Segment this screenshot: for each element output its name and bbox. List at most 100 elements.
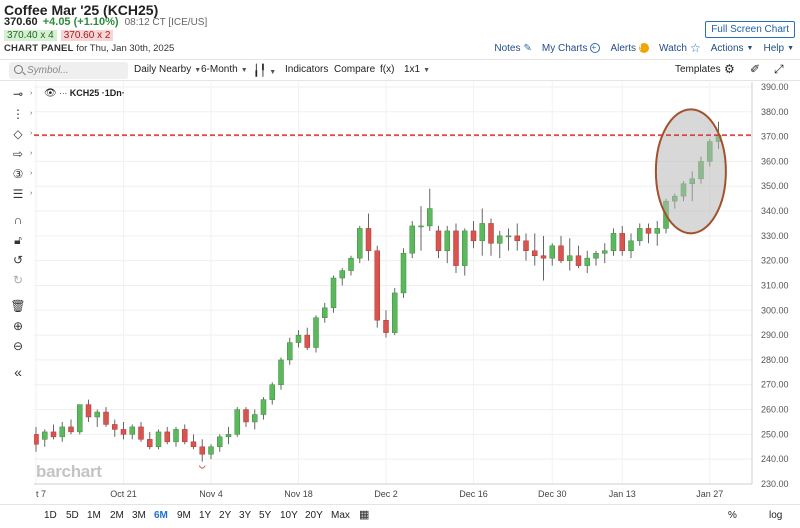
fib-icon[interactable]: ☰ › [12, 187, 33, 201]
range-1y[interactable]: 1Y [199, 510, 212, 521]
candle [357, 225, 363, 264]
chevron-down-icon: ▼ [194, 67, 202, 74]
fx-button[interactable]: f(x) [380, 64, 395, 75]
calendar-icon[interactable]: ▦ [359, 509, 370, 521]
low-marker [198, 465, 206, 469]
candle [488, 218, 494, 256]
undo-icon[interactable]: ↺ [12, 253, 24, 267]
candle-body [252, 414, 258, 423]
candle [575, 245, 582, 269]
actions-menu[interactable]: Actions ▼ [711, 43, 754, 54]
compare-button[interactable]: Compare [334, 64, 376, 75]
zoom-in-icon[interactable]: ⊕ [12, 319, 24, 333]
price-chart[interactable]: 370.60 230.00 240.00 250.00 260.00 270.00 280… [34, 82, 800, 502]
range-2y[interactable]: 2Y [219, 510, 232, 521]
my-charts-link[interactable]: My Charts + [542, 43, 601, 54]
candle [610, 228, 617, 256]
candle-body [234, 409, 240, 435]
trash-icon[interactable]: 🗑︎ [10, 299, 26, 313]
y-tick-label: 260.00 [761, 405, 789, 415]
x-tick-label: Nov 4 [199, 489, 223, 499]
candle [50, 424, 57, 440]
range-2m[interactable]: 2M [110, 510, 124, 521]
symbol-search-input[interactable]: Symbol... [9, 62, 128, 79]
range-10y[interactable]: 10Y [280, 510, 298, 521]
barchart-watermark: barchart [36, 462, 102, 481]
eye-icon[interactable]: 👁︎ [44, 88, 57, 99]
candle [584, 250, 590, 274]
gear-icon[interactable]: ⚙ [724, 62, 735, 76]
alerts-link[interactable]: Alerts! [610, 42, 650, 54]
grid-lines [34, 82, 752, 485]
zoom-out-icon[interactable]: ⊖ [12, 339, 24, 353]
collapse-icon[interactable]: « [14, 364, 22, 380]
my-charts-label: My Charts [541, 42, 588, 54]
range-9m[interactable]: 9M [177, 510, 191, 521]
range-1m[interactable]: 1M [87, 510, 101, 521]
period-dropdown[interactable]: 6-Month ▼ [201, 64, 248, 75]
candle [217, 434, 223, 452]
help-menu[interactable]: Help ▼ [763, 43, 794, 54]
candle-body [400, 252, 407, 294]
templates-button[interactable]: Templates [675, 64, 721, 75]
legend-symbol: KCH25 ·1Dn· [69, 88, 125, 98]
watch-link[interactable]: Watch ☆ [659, 41, 701, 55]
candle [243, 407, 249, 427]
candle-body [304, 334, 310, 348]
candle-body [173, 429, 179, 443]
edit-icon: ✎ [523, 42, 532, 54]
log-toggle[interactable]: log [769, 510, 783, 521]
more-icon[interactable]: ··· [59, 89, 68, 98]
candle [637, 223, 643, 246]
range-1d[interactable]: 1D [44, 510, 57, 521]
range-20y[interactable]: 20Y [305, 510, 323, 521]
candle-body [147, 439, 153, 448]
candle [505, 228, 512, 251]
candle [330, 275, 337, 313]
range-3m[interactable]: 3M [132, 510, 146, 521]
counter-icon[interactable]: ③ › [12, 167, 33, 181]
arrow-icon[interactable]: ⇨ › [12, 147, 33, 161]
notes-link[interactable]: Notes ✎ [494, 43, 532, 54]
range-6m[interactable]: 6M [154, 510, 168, 521]
draw-icon[interactable]: ✐ [750, 62, 761, 76]
percent-toggle[interactable]: % [728, 510, 737, 521]
expand-icon[interactable]: ⤢ [774, 62, 784, 76]
range-max[interactable]: Max [331, 510, 350, 521]
candle [453, 223, 459, 274]
range-3y[interactable]: 3Y [239, 510, 252, 521]
candle-body [435, 230, 442, 251]
candle-body [427, 208, 433, 227]
range-5y[interactable]: 5Y [259, 510, 272, 521]
redo-icon[interactable]: ↻ [12, 273, 24, 287]
candle [523, 233, 529, 261]
candle [68, 419, 74, 435]
layout-dropdown[interactable]: 1x1 ▼ [404, 64, 430, 75]
lock-icon[interactable]: 🔓︎ [14, 233, 22, 247]
alerts-label: Alerts [610, 42, 637, 54]
crosshair-icon[interactable]: ⊸ › [12, 87, 33, 101]
trendline-icon[interactable]: ⋮ › [12, 107, 33, 121]
candle-body [505, 235, 512, 238]
chevron-right-icon: › [30, 170, 33, 177]
range-5d[interactable]: 5D [66, 510, 79, 521]
full-screen-button[interactable]: Full Screen Chart [705, 21, 795, 38]
candlestick-chart-svg: 370.60 230.00 240.00 250.00 260.00 270.00 280… [34, 82, 800, 502]
candle-body [610, 233, 617, 251]
interval-dropdown[interactable]: Daily Nearby ▼ [134, 64, 201, 75]
x-tick-label: Nov 18 [284, 489, 313, 499]
magnet-icon[interactable]: ∩ [13, 213, 23, 227]
indicators-button[interactable]: Indicators [285, 64, 329, 75]
candle [339, 268, 345, 286]
shape-icon[interactable]: ◇ › [13, 127, 33, 141]
candle [619, 225, 625, 256]
candle [645, 223, 652, 244]
candle [59, 421, 65, 442]
candle-body [199, 446, 205, 455]
candle-body [444, 230, 450, 251]
candle-body [549, 245, 555, 259]
candle-body [514, 235, 520, 242]
chart-type-dropdown[interactable]: ╽╿ ▼ [253, 64, 276, 77]
chevron-down-icon: ▼ [240, 67, 248, 74]
candle-body [225, 434, 232, 438]
